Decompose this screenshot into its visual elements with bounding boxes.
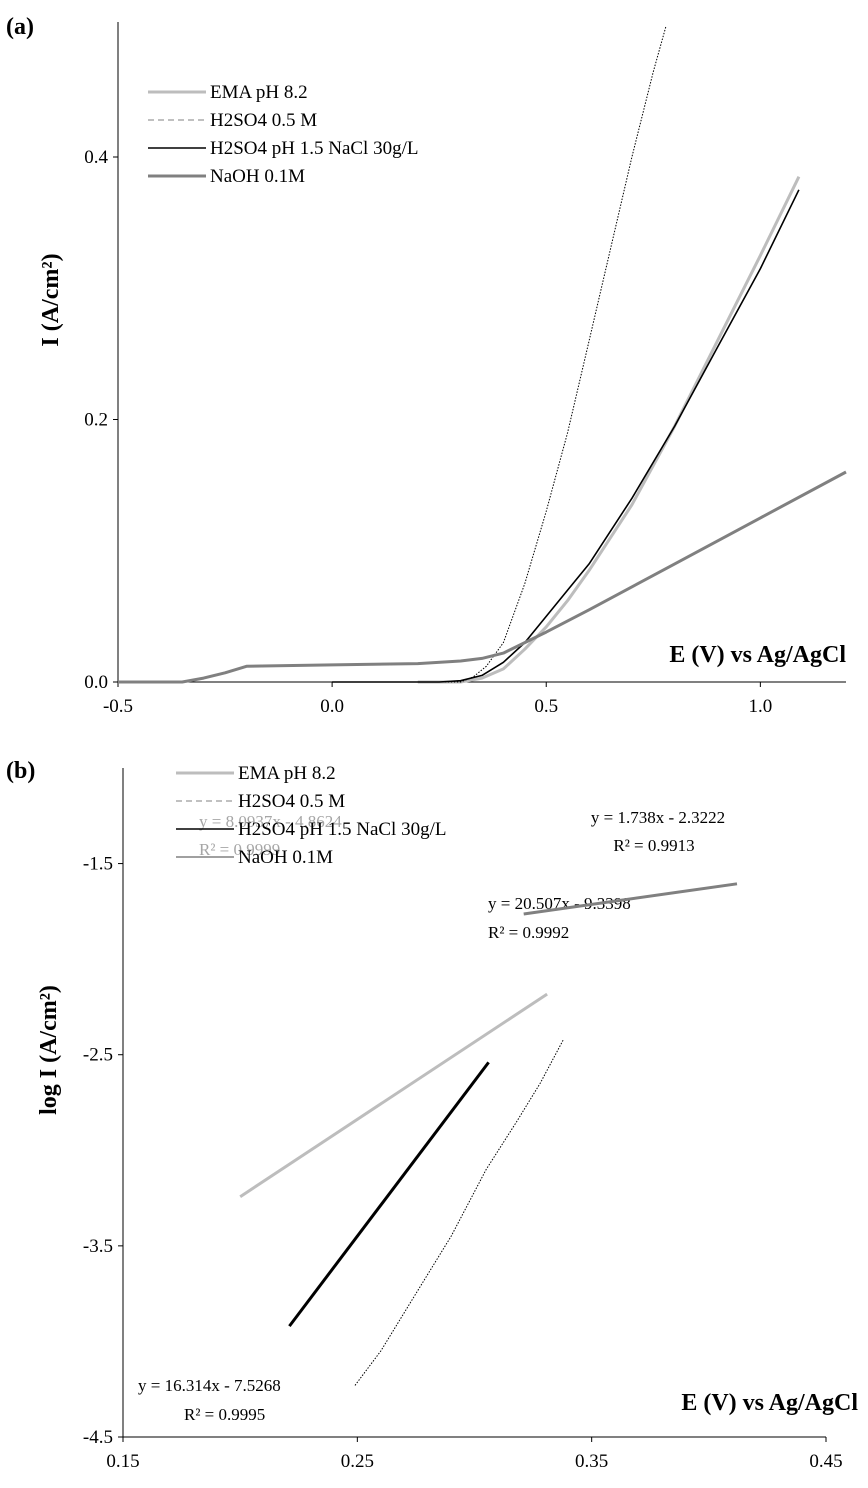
fit-r2: R² = 0.9992 bbox=[488, 923, 569, 942]
legend-label: H2SO4 pH 1.5 NaCl 30g/L bbox=[238, 819, 446, 840]
x-tick-label: 0.45 bbox=[809, 1451, 842, 1472]
y-tick-label: 0.4 bbox=[84, 147, 108, 168]
x-tick-label: 0.35 bbox=[575, 1451, 608, 1472]
x-tick-label: 0.25 bbox=[341, 1451, 374, 1472]
panel-b: log I (A/cm²) E (V) vs Ag/AgCl -4.5 -3.5 -… bbox=[36, 763, 858, 1472]
y-tick-label: 0.2 bbox=[84, 410, 108, 431]
series-line bbox=[523, 882, 738, 916]
legend-label: H2SO4 0.5 M bbox=[238, 791, 345, 812]
fit-equation: y = 16.314x - 7.5268 bbox=[138, 1376, 281, 1395]
legend-label: NaOH 0.1M bbox=[238, 847, 333, 868]
fit-r2: R² = 0.9913 bbox=[613, 836, 694, 855]
y-tick-label: -4.5 bbox=[83, 1427, 113, 1448]
legend-label: H2SO4 pH 1.5 NaCl 30g/L bbox=[210, 138, 418, 159]
series-line bbox=[288, 1061, 490, 1328]
fit-equation: y = 1.738x - 2.3222 bbox=[591, 808, 725, 827]
panel-b-label: (b) bbox=[6, 758, 35, 784]
series-line bbox=[417, 25, 667, 683]
fit-equation: y = 8.0937x - 4.8624 bbox=[199, 812, 342, 831]
fit-equation: y = 20.507x - 9.3398 bbox=[488, 894, 631, 913]
y-tick-label: -3.5 bbox=[83, 1236, 113, 1257]
series-line bbox=[118, 470, 847, 684]
fit-r2: R² = 0.9999 bbox=[199, 840, 280, 859]
panel-a-y-axis-title: I (A/cm²) bbox=[38, 253, 64, 346]
x-tick-label: 0.5 bbox=[534, 696, 558, 717]
y-tick-label: -2.5 bbox=[83, 1045, 113, 1066]
y-tick-label: -1.5 bbox=[83, 854, 113, 875]
panel-a-label: (a) bbox=[6, 14, 34, 40]
series-line bbox=[354, 1039, 564, 1386]
x-tick-label: 1.0 bbox=[748, 696, 772, 717]
legend-label: EMA pH 8.2 bbox=[238, 763, 336, 784]
y-tick-label: 0.0 bbox=[84, 672, 108, 693]
x-tick-label: 0.15 bbox=[106, 1451, 139, 1472]
panel-b-x-axis-title: E (V) vs Ag/AgCl bbox=[681, 1390, 858, 1416]
panel-b-y-axis-title: log I (A/cm²) bbox=[36, 985, 62, 1115]
series-line bbox=[332, 189, 800, 683]
series-line bbox=[417, 176, 801, 684]
x-tick-label: -0.5 bbox=[103, 696, 133, 717]
legend-label: NaOH 0.1M bbox=[210, 166, 305, 187]
legend-label: EMA pH 8.2 bbox=[210, 82, 308, 103]
fit-r2: R² = 0.9995 bbox=[184, 1405, 265, 1424]
legend-label: H2SO4 0.5 M bbox=[210, 110, 317, 131]
x-tick-label: 0.0 bbox=[320, 696, 344, 717]
panel-a-x-axis-title: E (V) vs Ag/AgCl bbox=[669, 642, 846, 668]
panel-a: I (A/cm²) E (V) vs Ag/AgCl 0.0 0.2 0.4 -0.5… bbox=[38, 22, 847, 717]
series-line bbox=[239, 992, 548, 1198]
